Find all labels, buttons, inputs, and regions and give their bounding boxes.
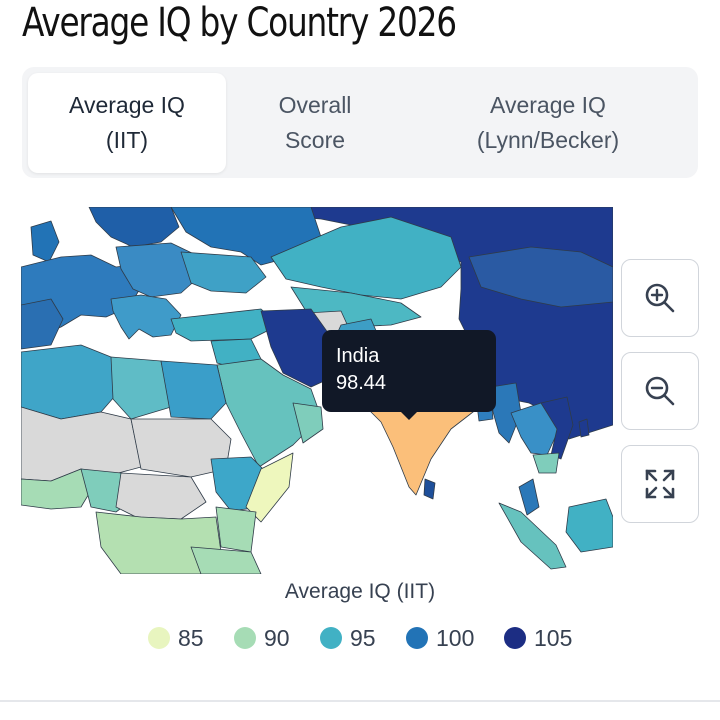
region-cambodia[interactable] (532, 452, 560, 474)
region-uk[interactable] (30, 220, 60, 263)
region-mongolia[interactable] (468, 246, 613, 308)
tooltip-country-name: India (336, 345, 380, 367)
bottom-divider (0, 700, 720, 702)
legend-item: 85 (148, 622, 204, 654)
zoom-out-icon (645, 376, 675, 406)
page-title: Average IQ by Country 2026 (22, 0, 457, 46)
region-sri-lanka[interactable] (423, 478, 436, 500)
region-oman[interactable] (292, 402, 324, 444)
legend-swatch (148, 627, 170, 649)
zoom-in-icon (645, 283, 675, 313)
region-taiwan[interactable] (578, 418, 590, 438)
legend-label: 85 (178, 624, 204, 651)
region-kazakhstan[interactable] (270, 216, 462, 300)
region-sumatra[interactable] (498, 502, 567, 570)
tab-label-line1: Overall (278, 92, 352, 118)
tooltip-value: 98.44 (336, 372, 387, 394)
tab-label-line2: (Lynn/Becker) (476, 127, 620, 153)
legend-label: 95 (350, 624, 376, 651)
legend-swatch (504, 627, 526, 649)
legend-item: 90 (234, 622, 290, 654)
map-canvas[interactable] (21, 207, 613, 574)
region-malaysia[interactable] (518, 478, 540, 516)
legend-label: 100 (436, 624, 475, 651)
legend-item: 95 (320, 622, 376, 654)
legend-item: 100 (406, 622, 474, 654)
region-vietnam[interactable] (540, 396, 574, 460)
region-borneo[interactable] (565, 498, 613, 553)
region-russia-west[interactable] (170, 207, 322, 266)
legend-item: 105 (504, 622, 572, 654)
zoom-in-button[interactable] (621, 259, 699, 337)
region-libya[interactable] (110, 356, 172, 420)
legend-swatch (406, 627, 428, 649)
legend-swatch (320, 627, 342, 649)
region-kenya[interactable] (215, 506, 257, 553)
zoom-out-button[interactable] (621, 352, 699, 430)
tab-label-line1: Average IQ (69, 92, 185, 118)
region-central-africa[interactable] (115, 472, 207, 520)
region-ukraine[interactable] (180, 251, 267, 294)
region-egypt[interactable] (160, 360, 227, 420)
region-iberia[interactable] (21, 298, 64, 350)
fit-map-button[interactable] (621, 445, 699, 523)
tab-label-line1: Average IQ (490, 92, 606, 118)
region-central-europe[interactable] (115, 242, 200, 298)
region-scandinavia[interactable] (88, 207, 180, 248)
expand-icon (645, 469, 675, 499)
tab-average-iq-lynn-becker[interactable]: Average IQ (Lynn/Becker) (406, 73, 690, 173)
region-myanmar[interactable] (490, 382, 522, 444)
region-tanzania[interactable] (190, 546, 262, 574)
legend-label: 105 (534, 624, 573, 651)
tab-label-line2: (IIT) (105, 127, 149, 153)
tab-overall-score[interactable]: Overall Score (228, 73, 402, 173)
region-italy-balkans[interactable] (110, 294, 182, 340)
tab-average-iq-iit[interactable]: Average IQ (IIT) (28, 73, 226, 173)
map-tooltip: India 98.44 (322, 330, 496, 420)
tab-label-line2: Score (284, 127, 346, 153)
legend-swatch (234, 627, 256, 649)
choropleth-map[interactable] (21, 207, 613, 574)
legend-title: Average IQ (IIT) (284, 580, 436, 603)
region-maghreb[interactable] (21, 344, 122, 420)
metric-tabs: Average IQ (IIT) Overall Score Average IQ (… (22, 67, 698, 178)
region-somalia[interactable] (245, 452, 294, 523)
legend-label: 90 (264, 624, 290, 651)
